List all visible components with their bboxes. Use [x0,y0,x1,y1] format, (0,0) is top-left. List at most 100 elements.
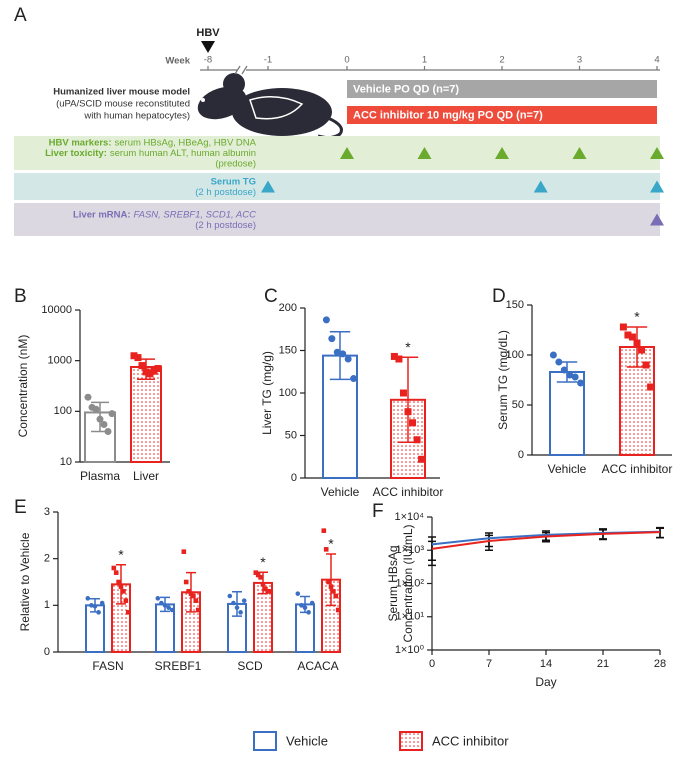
y-tick-label: 100 [506,349,524,361]
row-label: (2 h postdose) [195,186,256,197]
treatment-bar [347,106,657,124]
week-tick-label: 3 [577,55,582,66]
data-point [624,331,632,339]
bar [130,365,162,463]
data-point [104,427,112,435]
week-tick-label: -1 [264,55,272,66]
data-point [191,593,196,599]
data-point [335,607,341,613]
row-label: (2 h postdose) [195,219,256,230]
data-point [619,323,627,331]
row-label-part: Liver mRNA: [73,209,131,220]
y-tick-label: 1×10⁰ [395,644,425,656]
week-tick-label: -8 [204,55,212,66]
y-tick-label: 1 [44,599,50,611]
model-text: (uPA/SCID mouse reconstituted [56,99,190,110]
mouse-eye [201,98,205,102]
x-tick-label: 21 [597,658,609,670]
data-point [399,389,407,397]
data-point [155,596,161,601]
data-point [555,358,563,366]
row-label-part: (2 h postdose) [195,186,256,197]
mouse-ear [223,73,245,95]
sampling-marker [650,147,664,159]
data-point [299,603,304,608]
series-line [431,531,661,550]
data-point [263,586,268,592]
y-axis-label: Serum TG (mg/dL) [496,330,510,430]
significance-star: * [328,536,334,552]
panel-letter: B [14,286,27,307]
data-point [628,333,636,341]
treatment-bar [347,80,657,98]
panel-letter: E [14,497,27,518]
data-point [111,565,117,571]
week-tick-label: 1 [422,55,427,66]
sampling-marker [650,180,664,193]
data-point [328,335,336,343]
data-point [418,455,426,463]
data-point [123,598,129,603]
y-tick-label: 10 [60,456,72,468]
data-point [633,339,641,347]
y-tick-label: 50 [285,429,297,441]
bar [549,371,585,456]
y-axis-label: Concentration (nM) [16,335,30,438]
x-axis-label: Day [535,675,556,689]
axis-break [234,65,248,75]
data-point [642,361,650,369]
data-point [108,410,116,418]
y-axis-label: Serum HBsAg [386,545,400,621]
x-tick-label: Vehicle [548,462,587,476]
y-tick-label: 1×10¹ [396,611,425,623]
data-point [306,610,311,615]
row-label-part: (predose) [215,158,256,169]
row-band [14,136,660,170]
data-point [577,379,585,387]
data-point [255,572,261,578]
data-point [331,589,336,594]
y-axis-label: Concentration (IU/mL) [401,524,415,642]
data-point [571,373,579,381]
mouse-liver [249,96,304,120]
y-tick-label: 1×10⁴ [394,511,424,523]
error-bar [116,563,126,605]
y-tick-label: 10000 [41,304,72,316]
data-point [344,355,352,363]
y-axis-label: Relative to Vehicle [18,532,32,631]
row-label-part: serum HBsAg, HBeAg, HBV DNA [115,137,257,148]
x-tick-label: 0 [429,658,435,670]
panel-letter: A [14,5,27,26]
sampling-marker [572,147,587,159]
error-bar [428,540,436,567]
row-label: Liver toxicity: serum human ALT, human al… [45,148,256,159]
data-point [339,350,347,358]
data-point [169,607,175,613]
data-point [186,589,191,594]
week-label: Week [165,56,190,67]
x-tick-label: 7 [486,658,492,670]
error-bar [326,553,336,607]
sampling-marker [417,147,432,159]
model-text: with human hepatocytes) [83,111,190,122]
panel-letter: F [372,501,384,522]
error-bar [232,591,242,617]
data-point [150,367,158,375]
mouse-icon [197,73,343,140]
data-point [647,383,655,391]
data-point [134,354,142,362]
data-point [265,589,271,594]
data-point [395,355,403,363]
x-tick-label: Plasma [80,469,120,483]
y-tick-label: 1×10³ [396,544,425,556]
significance-star: * [260,554,266,570]
data-point [85,596,91,601]
y-tick-label: 150 [279,344,297,356]
data-point [183,579,189,585]
data-point [166,605,171,610]
x-tick-label: Vehicle [321,485,360,499]
data-point [100,420,108,428]
x-tick-label: SCD [237,659,263,673]
data-point [309,600,315,606]
